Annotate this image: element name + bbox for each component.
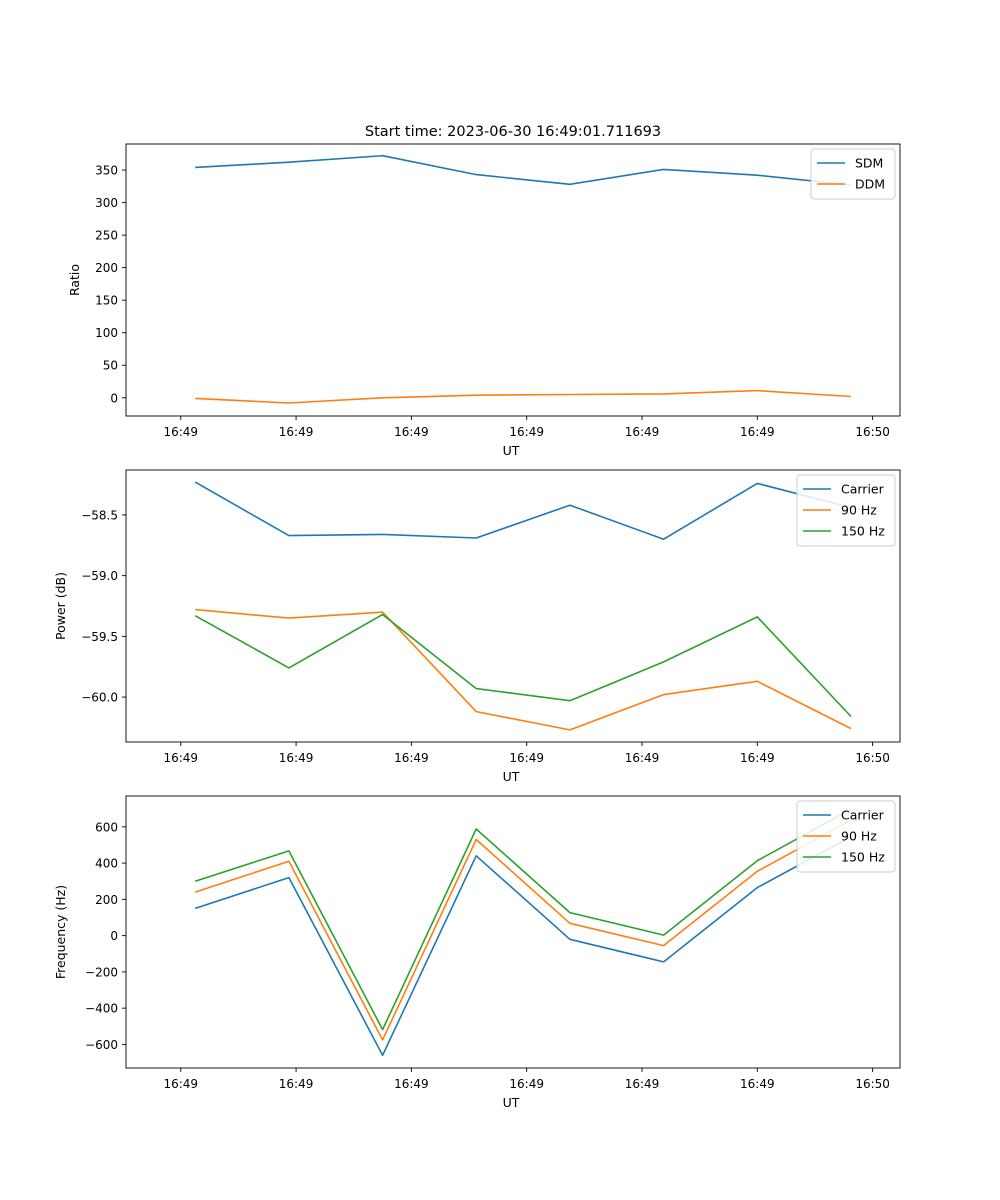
y-tick-label: 100 bbox=[95, 326, 118, 340]
legend: Carrier 90 Hz 150 Hz bbox=[796, 474, 896, 547]
legend: Carrier 90 Hz 150 Hz bbox=[796, 800, 896, 873]
chart-panel-1: 16:49 16:49 16:49 16:49 16:49 16:49 16:50 0 50 10… bbox=[67, 143, 901, 458]
x-tick-label: 16:50 bbox=[855, 425, 890, 439]
x-tick-label: 16:49 bbox=[394, 1077, 429, 1091]
y-tick-label: −400 bbox=[85, 1002, 118, 1016]
y-axis-label: Power (dB) bbox=[53, 572, 68, 640]
x-tick-label: 16:50 bbox=[855, 751, 890, 765]
x-tick-label: 16:49 bbox=[163, 751, 198, 765]
y-tick-label: −59.5 bbox=[81, 630, 118, 644]
legend-label: 90 Hz bbox=[841, 503, 877, 518]
series-line-ddm bbox=[195, 389, 852, 404]
y-tick-label: 400 bbox=[95, 857, 118, 871]
y-tick-label: 0 bbox=[110, 391, 118, 405]
x-tick-label: 16:49 bbox=[163, 1077, 198, 1091]
x-tick-label: 16:49 bbox=[279, 425, 314, 439]
x-tick-label: 16:49 bbox=[625, 1077, 660, 1091]
x-axis-label: UT bbox=[503, 1095, 520, 1110]
chart-panel-3: 16:49 16:49 16:49 16:49 16:49 16:49 16:50 −600 −… bbox=[53, 795, 901, 1110]
series-line-sdm bbox=[195, 154, 852, 186]
legend-label: Carrier bbox=[841, 482, 885, 497]
y-tick-label: 250 bbox=[95, 229, 118, 243]
y-tick-label: −58.5 bbox=[81, 508, 118, 522]
figure-title: Start time: 2023-06-30 16:49:01.711693 bbox=[365, 124, 661, 140]
legend-label: 150 Hz bbox=[841, 850, 885, 865]
x-tick-label: 16:49 bbox=[740, 1077, 775, 1091]
y-tick-label: −59.0 bbox=[81, 569, 118, 583]
y-axis-label: Ratio bbox=[67, 264, 82, 296]
x-tick-label: 16:49 bbox=[394, 425, 429, 439]
series-line-90-hz bbox=[194, 819, 852, 1041]
x-tick-label: 16:50 bbox=[855, 1077, 890, 1091]
x-tick-label: 16:49 bbox=[163, 425, 198, 439]
x-tick-label: 16:49 bbox=[740, 425, 775, 439]
x-tick-label: 16:49 bbox=[279, 751, 314, 765]
series-line-150-hz bbox=[194, 613, 852, 718]
x-tick-label: 16:49 bbox=[625, 751, 660, 765]
series-line-90-hz bbox=[195, 608, 852, 731]
legend-label: 150 Hz bbox=[841, 524, 885, 539]
chart-panel-2: 16:49 16:49 16:49 16:49 16:49 16:49 16:50 −60.0… bbox=[53, 469, 901, 784]
x-tick-label: 16:49 bbox=[509, 425, 544, 439]
y-tick-label: 200 bbox=[95, 893, 118, 907]
y-tick-label: 350 bbox=[95, 164, 118, 178]
series-line-carrier bbox=[194, 481, 852, 541]
y-tick-label: 200 bbox=[95, 261, 118, 275]
x-tick-label: 16:49 bbox=[625, 425, 660, 439]
y-tick-label: −60.0 bbox=[81, 691, 118, 705]
series-line-150-hz bbox=[194, 808, 852, 1031]
y-tick-label: 300 bbox=[95, 196, 118, 210]
x-tick-label: 16:49 bbox=[509, 1077, 544, 1091]
x-tick-label: 16:49 bbox=[740, 751, 775, 765]
x-tick-label: 16:49 bbox=[394, 751, 429, 765]
x-axis-label: UT bbox=[503, 769, 520, 784]
y-tick-label: −200 bbox=[85, 965, 118, 979]
y-tick-label: −600 bbox=[85, 1038, 118, 1052]
x-tick-label: 16:49 bbox=[279, 1077, 314, 1091]
x-tick-label: 16:49 bbox=[509, 751, 544, 765]
legend-box bbox=[796, 800, 896, 873]
y-axis-label: Frequency (Hz) bbox=[53, 885, 68, 979]
legend: SDM DDM bbox=[810, 148, 896, 200]
y-tick-label: 50 bbox=[103, 359, 118, 373]
legend-label: SDM bbox=[855, 156, 883, 171]
legend-box bbox=[810, 148, 896, 200]
legend-box bbox=[796, 474, 896, 547]
x-axis-label: UT bbox=[503, 443, 520, 458]
legend-label: Carrier bbox=[841, 808, 885, 823]
y-tick-label: 150 bbox=[95, 294, 118, 308]
axes-frame bbox=[125, 795, 901, 1069]
series-line-carrier bbox=[194, 836, 852, 1057]
charts-container: 16:49 16:49 16:49 16:49 16:49 16:49 16:50 0 50 10… bbox=[53, 143, 901, 1110]
legend-label: DDM bbox=[855, 177, 885, 192]
y-tick-label: 0 bbox=[110, 929, 118, 943]
axes-frame bbox=[125, 143, 901, 417]
axes-frame bbox=[125, 469, 901, 743]
legend-label: 90 Hz bbox=[841, 829, 877, 844]
y-tick-label: 600 bbox=[95, 820, 118, 834]
